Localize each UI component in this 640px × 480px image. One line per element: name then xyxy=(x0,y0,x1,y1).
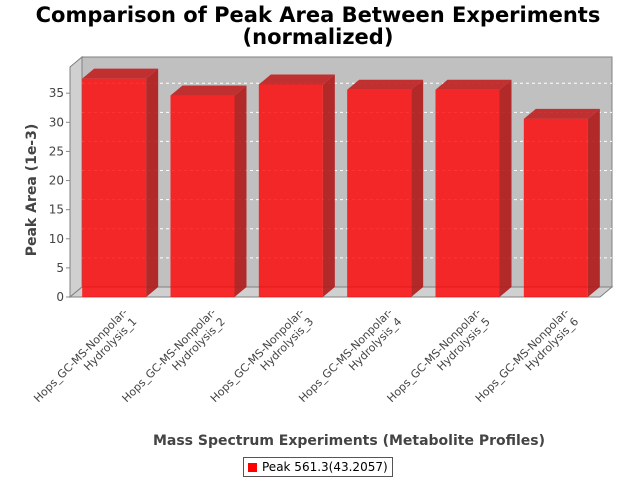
bar-front xyxy=(258,84,323,297)
y-tick-label: 35 xyxy=(49,86,64,100)
bar xyxy=(435,79,512,297)
bar-side xyxy=(322,74,335,297)
y-tick-label: 0 xyxy=(56,290,64,304)
grid-lines xyxy=(82,82,612,259)
y-axis-ticks: 0 5 10 15 20 25 30 35 xyxy=(49,86,70,304)
bar-side xyxy=(587,108,600,297)
bar-top xyxy=(258,74,335,85)
bar-front xyxy=(435,89,500,297)
bar xyxy=(523,108,600,297)
x-category-label-line: Hops_GC-MS-Nonpolar- xyxy=(31,306,130,405)
bar-front xyxy=(82,78,147,297)
bar-top xyxy=(82,68,159,79)
bar xyxy=(82,68,159,297)
legend-series-label: Peak 561.3(43.2057) xyxy=(262,460,388,474)
bars xyxy=(82,68,600,297)
plot-back-wall xyxy=(81,56,613,288)
y-tick-label: 30 xyxy=(49,115,64,129)
bar-side xyxy=(234,85,247,297)
y-tick-label: 15 xyxy=(49,203,64,217)
bar xyxy=(170,85,247,297)
bar-front xyxy=(347,89,412,297)
bar-side xyxy=(499,79,512,297)
y-tick-label: 20 xyxy=(49,174,64,188)
bar-side xyxy=(146,68,159,297)
bar-side xyxy=(411,79,424,297)
bar-front xyxy=(523,118,588,297)
bar-top xyxy=(523,108,600,119)
bar xyxy=(258,74,335,297)
plot-area xyxy=(68,55,614,299)
x-axis-label: Mass Spectrum Experiments (Metabolite Pr… xyxy=(153,433,545,449)
plot-left-wall xyxy=(69,55,83,299)
bar-top xyxy=(435,79,512,90)
y-tick-label: 25 xyxy=(49,144,64,158)
y-axis-label: Peak Area (1e-3) xyxy=(24,124,40,257)
chart-title-line-1: Comparison of Peak Area Between Experime… xyxy=(36,3,601,27)
bar-front xyxy=(170,95,235,297)
chart-title-line-2: (normalized) xyxy=(243,25,394,49)
bar-top xyxy=(170,85,247,96)
chart-title: Comparison of Peak Area Between Experime… xyxy=(36,3,601,49)
x-axis-categories: Hops_GC-MS-Nonpolar-Hydrolysis_1Hops_GC-… xyxy=(31,306,581,405)
legend-swatch xyxy=(248,462,257,472)
y-tick-label: 5 xyxy=(56,261,64,275)
bar xyxy=(347,79,424,297)
y-tick-label: 10 xyxy=(49,232,64,246)
bar-top xyxy=(347,79,424,90)
legend: Peak 561.3(43.2057) xyxy=(243,457,393,477)
